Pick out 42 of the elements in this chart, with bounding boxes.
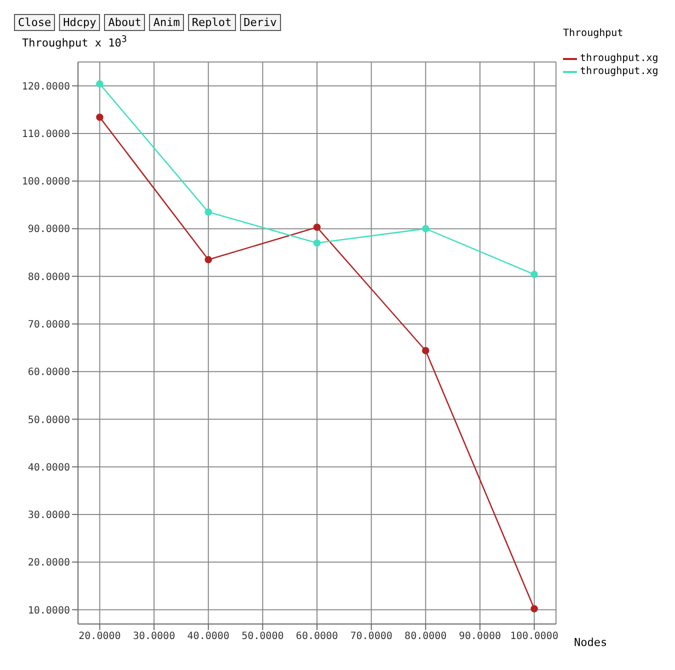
y-axis-title: Throughput x 10$^{3}$ — [22, 34, 127, 50]
point — [96, 80, 104, 88]
y-tick-label: 30.0000 — [28, 510, 70, 522]
y-tick-label: 120.0000 — [22, 81, 70, 92]
y-tick-label: 60.0000 — [28, 367, 70, 378]
x-tick-label: 70.0000 — [350, 631, 392, 642]
button[interactable]: Deriv — [240, 14, 281, 31]
point — [204, 208, 212, 216]
y-tick-label: 10.0000 — [28, 605, 70, 616]
x-tick-label: 90.0000 — [458, 631, 502, 642]
button[interactable]: Close — [14, 14, 56, 31]
point — [530, 605, 538, 612]
y-tick-label: 80.0000 — [28, 272, 70, 283]
legend-label: throughput.xg — [580, 53, 658, 64]
x-tick-label: 50.0000 — [242, 631, 284, 642]
x-tick-label: 60.0000 — [296, 631, 338, 642]
button[interactable]: Replot — [188, 14, 236, 31]
x-tick-label: 20.0000 — [78, 631, 121, 642]
y-tick-label: 20.0000 — [28, 558, 70, 569]
point — [313, 224, 321, 231]
y-tick-label: 100.0000 — [22, 176, 70, 188]
legend-label: throughput.xg — [580, 66, 658, 77]
point — [422, 225, 430, 232]
y-tick-label: 70.0000 — [28, 320, 70, 330]
x-tick-label: 80.0000 — [404, 631, 447, 642]
point — [313, 239, 321, 247]
y-tick-label: 40.0000 — [28, 462, 70, 474]
legend-title: Throughput — [563, 28, 624, 39]
y-tick-label: 90.0000 — [28, 224, 70, 236]
y-tick-label: 110.0000 — [22, 128, 70, 140]
point — [530, 270, 538, 278]
point — [96, 114, 104, 121]
button[interactable]: Hdcpy — [59, 14, 100, 31]
button[interactable]: About — [104, 14, 146, 31]
button[interactable]: Anim — [149, 14, 184, 31]
x-axis-title: Nodes — [574, 636, 608, 649]
point — [204, 256, 212, 264]
point — [422, 346, 430, 354]
y-tick-label: 50.0000 — [28, 414, 70, 426]
x-tick-label: 30.0000 — [132, 631, 176, 642]
x-tick-label: 100.0000 — [510, 631, 558, 642]
x-tick-label: 40.0000 — [187, 631, 230, 642]
